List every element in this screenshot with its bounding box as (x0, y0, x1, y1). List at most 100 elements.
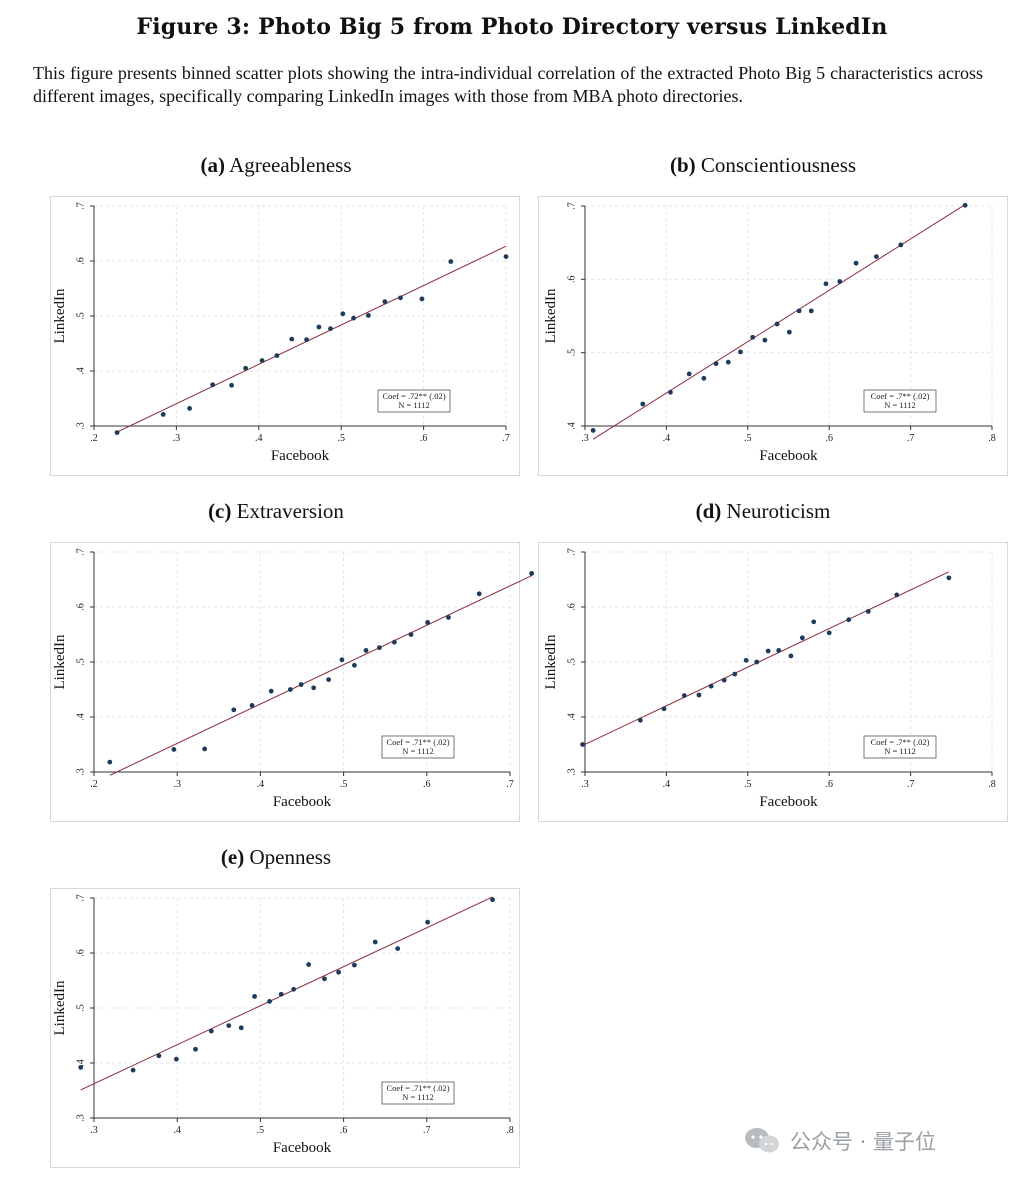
y-axis-label: LinkedIn (52, 980, 68, 1035)
data-point (231, 707, 237, 713)
data-point (316, 324, 322, 330)
data-point (696, 692, 702, 698)
data-point (637, 717, 643, 723)
x-tick-label: .3 (90, 1125, 98, 1136)
annotation-box (377, 389, 451, 413)
x-tick-label: .6 (340, 1125, 348, 1136)
annotation-box (863, 389, 937, 413)
data-point (419, 296, 425, 302)
data-point (898, 242, 904, 248)
data-point (490, 897, 495, 903)
data-point (328, 326, 333, 332)
fit-line (80, 896, 493, 1091)
y-tick-label: .3 (75, 422, 86, 430)
y-axis-label: LinkedIn (543, 634, 559, 689)
y-tick-label: .5 (75, 312, 86, 320)
y-tick-label: .6 (75, 257, 86, 265)
data-point (352, 962, 357, 968)
annotation-n: N = 1112 (884, 400, 916, 410)
annotation-n: N = 1112 (398, 400, 430, 410)
y-tick-label: .4 (75, 367, 86, 375)
x-axis-label: Facebook (759, 794, 818, 810)
scatter-plot-openness: .3 .4 .5 .6 .7 .8 .3 .4 .5 .6 .7 Facebook LinkedIn Co… (50, 888, 520, 1168)
x-tick-label: .8 (988, 433, 996, 444)
data-point (372, 939, 378, 945)
annotation-n: N = 1112 (402, 746, 434, 756)
y-tick-label: .5 (75, 658, 86, 666)
data-point (743, 657, 749, 663)
data-point (738, 349, 743, 355)
data-point (238, 1025, 244, 1031)
plot-frame (538, 542, 1008, 822)
data-point (351, 315, 356, 321)
data-point (865, 609, 871, 614)
data-point (681, 693, 687, 698)
data-point (713, 361, 719, 367)
x-tick-label: .5 (257, 1125, 265, 1136)
data-point (826, 630, 832, 636)
y-tick-label: .4 (566, 422, 577, 430)
data-point (640, 401, 646, 407)
y-tick-label: .7 (75, 548, 86, 556)
x-tick-label: .6 (825, 433, 833, 444)
annotation-coef: Coef = .71** (.02) (386, 737, 449, 747)
x-tick-label: .3 (173, 433, 181, 444)
panel-name: Conscientiousness (700, 153, 857, 177)
panel-name: Neuroticism (726, 499, 831, 523)
panel-letter: (a) (200, 153, 225, 177)
data-point (382, 299, 388, 305)
y-axis-label: LinkedIn (543, 288, 559, 343)
data-point (249, 703, 255, 708)
data-point (208, 1028, 214, 1034)
x-tick-label: .8 (506, 1125, 514, 1136)
data-point (946, 575, 952, 581)
x-tick-label: .6 (825, 779, 833, 790)
x-tick-label: .7 (502, 433, 510, 444)
data-point (193, 1046, 198, 1052)
x-tick-label: .8 (988, 779, 996, 790)
annotation-n: N = 1112 (402, 1092, 434, 1102)
fit-line (592, 204, 966, 440)
wechat-icon (745, 1128, 779, 1153)
data-point (340, 311, 346, 317)
data-point (765, 648, 771, 654)
annotation-n: N = 1112 (884, 746, 916, 756)
data-point (732, 671, 738, 677)
data-point (788, 653, 794, 659)
watermark-text: 公众号 · 量子位 (790, 1130, 937, 1154)
data-point (846, 617, 852, 623)
data-point (701, 375, 707, 381)
x-tick-label: .4 (255, 433, 262, 444)
data-point (274, 353, 280, 358)
x-tick-label: .4 (663, 433, 671, 444)
x-tick-label: .3 (581, 779, 589, 790)
data-point (668, 389, 673, 395)
y-axis-label: LinkedIn (52, 288, 68, 343)
y-tick-label: .7 (566, 202, 577, 210)
data-point (853, 260, 859, 266)
data-point (156, 1053, 162, 1059)
x-axis-label: Facebook (759, 448, 818, 464)
data-point (289, 336, 295, 342)
x-tick-label: .4 (257, 779, 265, 790)
annotation-box (381, 735, 455, 759)
y-tick-label: .7 (566, 548, 577, 556)
data-point (446, 615, 451, 620)
data-point (363, 648, 369, 653)
plot-frame (50, 888, 520, 1168)
data-point (808, 308, 814, 314)
data-point (226, 1023, 232, 1028)
y-tick-label: .4 (75, 1059, 86, 1067)
y-tick-label: .6 (566, 276, 577, 284)
data-point (750, 334, 756, 340)
data-point (298, 682, 304, 687)
data-point (708, 683, 714, 689)
y-tick-label: .3 (75, 1114, 86, 1122)
fit-line (109, 575, 532, 776)
scatter-plot-agreeableness: .2 .3 .4 .5 .6 .7 .3 .4 .5 .6 .7 Facebook LinkedIn Co… (50, 196, 520, 476)
data-point (311, 685, 317, 691)
data-point (799, 635, 805, 641)
data-point (304, 337, 309, 343)
watermark: 公众号 · 量子位 (742, 1124, 936, 1158)
data-point (322, 976, 327, 982)
